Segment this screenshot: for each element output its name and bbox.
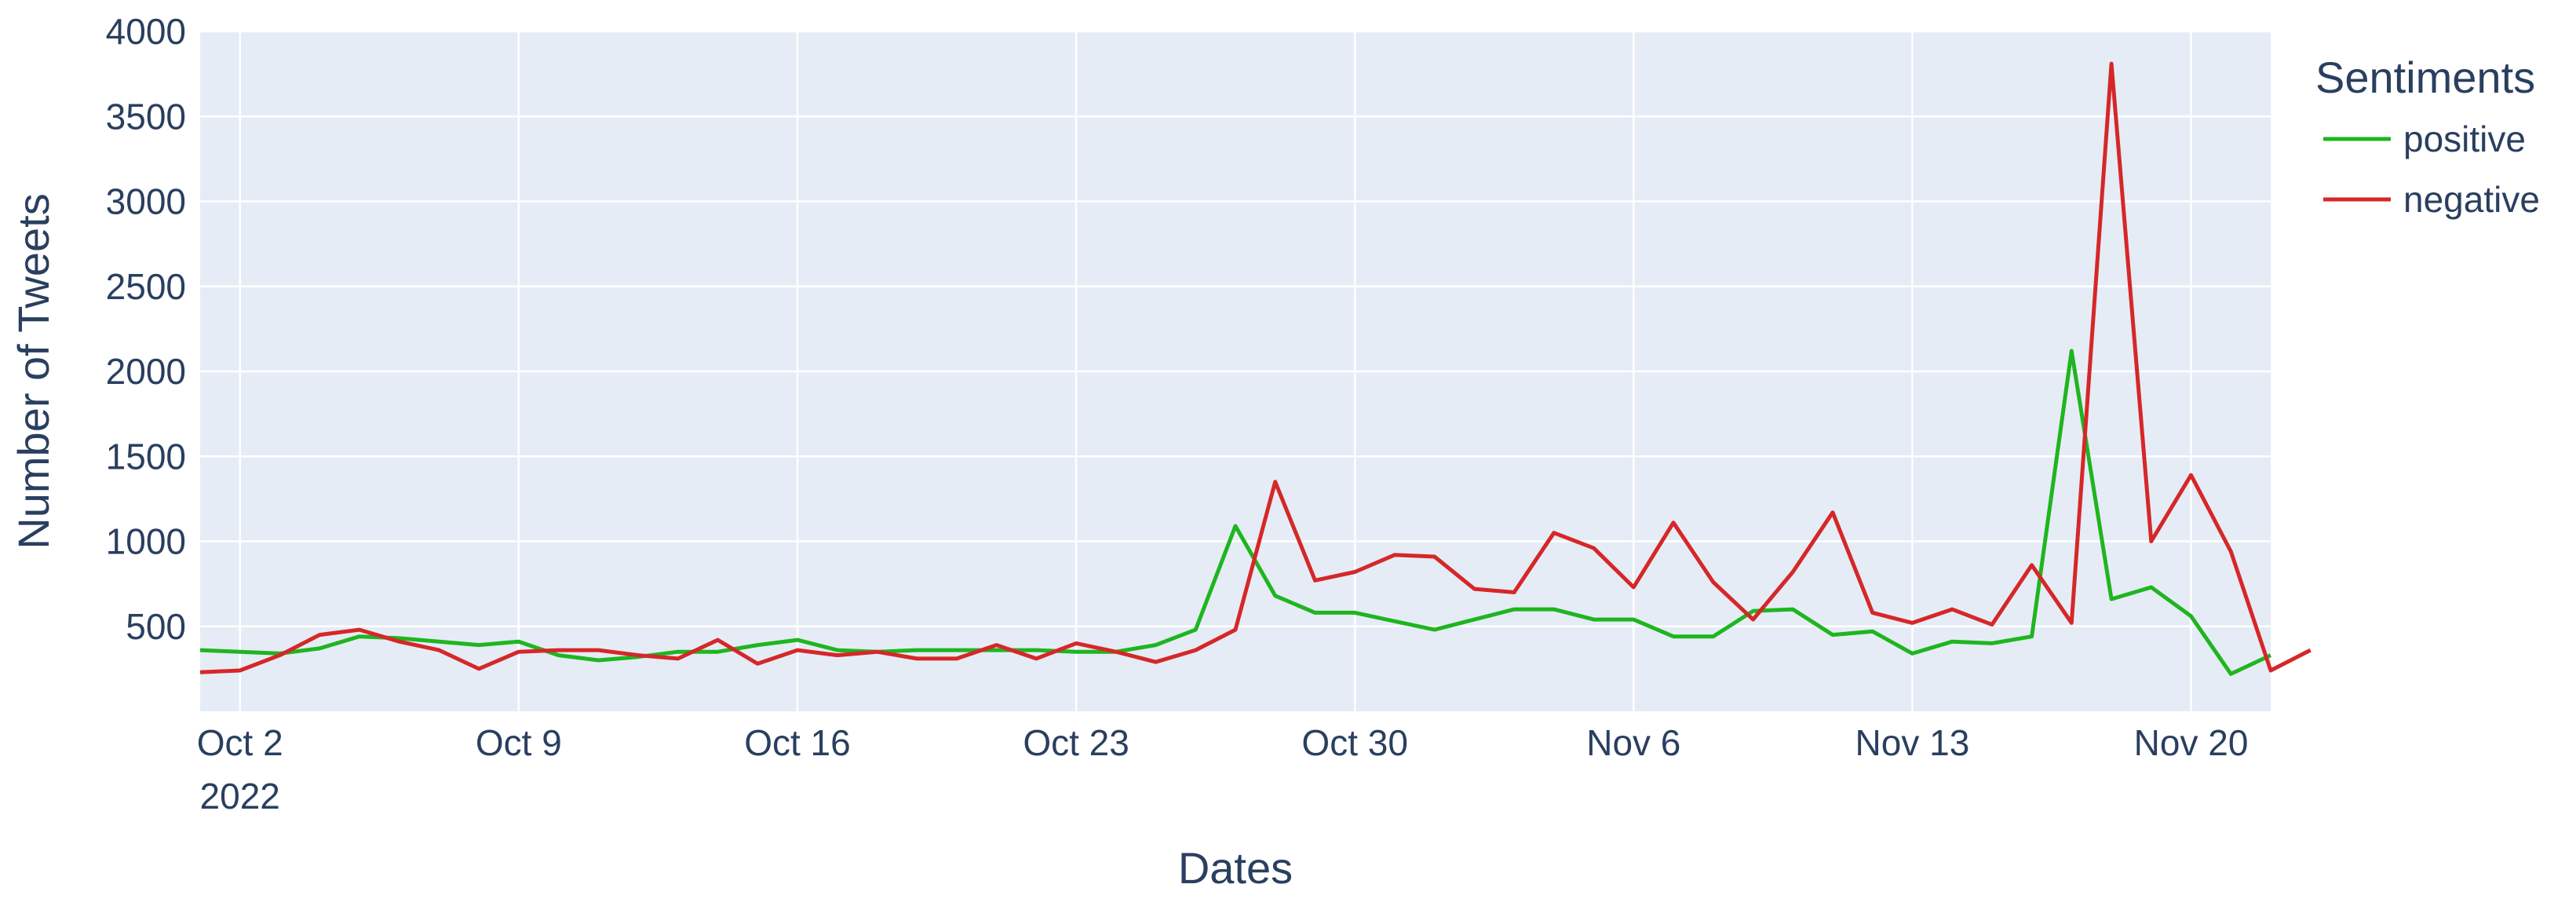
x-tick-label: Nov 13 bbox=[1855, 722, 1970, 763]
y-tick-label: 500 bbox=[126, 606, 186, 647]
x-tick-label: Oct 23 bbox=[1023, 722, 1129, 763]
legend: Sentiments positive negative bbox=[2315, 53, 2540, 220]
gridlines bbox=[200, 30, 2271, 711]
x-tick-label: Oct 30 bbox=[1301, 722, 1408, 763]
y-tick-label: 2000 bbox=[106, 351, 186, 392]
series-line-negative bbox=[199, 61, 2311, 674]
x-axis-ticks: Oct 2 2022 Oct 9 Oct 16 Oct 23 Oct 30 Nov 6 Nov… bbox=[197, 722, 2249, 816]
y-axis-title: Number of Tweets bbox=[9, 193, 58, 549]
x-tick-label: Oct 16 bbox=[744, 722, 851, 763]
legend-label-negative: negative bbox=[2403, 179, 2540, 220]
y-tick-label: 4000 bbox=[106, 11, 186, 52]
x-tick-label: Oct 9 bbox=[476, 722, 562, 763]
y-axis-ticks: 500 1000 1500 2000 2500 3000 3500 4000 bbox=[106, 11, 186, 647]
y-tick-label: 1000 bbox=[106, 521, 186, 562]
y-tick-label: 2500 bbox=[106, 266, 186, 307]
legend-title: Sentiments bbox=[2315, 53, 2535, 102]
legend-label-positive: positive bbox=[2403, 119, 2526, 159]
x-axis-title: Dates bbox=[1178, 843, 1293, 893]
y-tick-label: 3000 bbox=[106, 181, 186, 222]
x-tick-label: Nov 20 bbox=[2134, 722, 2249, 763]
x-tick-sublabel: 2022 bbox=[200, 776, 280, 816]
legend-items: positive negative bbox=[2323, 119, 2540, 220]
x-tick-label: Oct 2 bbox=[197, 722, 283, 763]
x-tick-label: Nov 6 bbox=[1586, 722, 1680, 763]
y-tick-label: 1500 bbox=[106, 436, 186, 477]
series-lines bbox=[199, 61, 2311, 676]
y-tick-label: 3500 bbox=[106, 96, 186, 137]
